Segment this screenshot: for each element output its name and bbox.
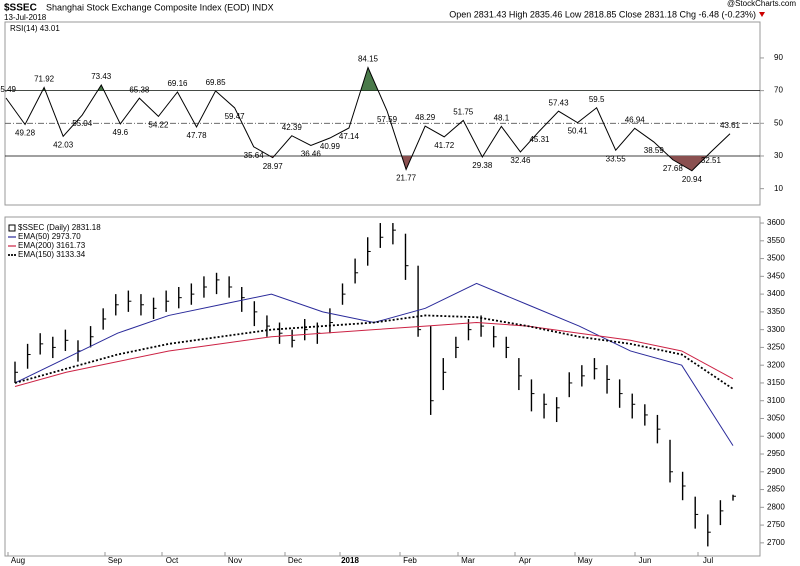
y-tick-label: 2700	[767, 538, 785, 547]
data-label: 57.43	[549, 98, 570, 107]
y-tick-label: 3600	[767, 218, 785, 227]
data-label: 46.94	[625, 115, 646, 124]
data-label: 42.03	[53, 140, 74, 149]
data-label: 29.38	[472, 161, 493, 170]
y-tick-label: 10	[774, 184, 783, 193]
data-label: 28.97	[263, 162, 284, 171]
x-tick-label: Jun	[639, 556, 652, 565]
data-label: 27.68	[663, 164, 684, 173]
y-tick-label: 3450	[767, 271, 785, 280]
legend-entry: $SSEC (Daily) 2831.18	[18, 223, 101, 232]
data-label: 54.22	[148, 121, 169, 130]
x-tick-label: Oct	[166, 556, 179, 565]
data-label: 50.41	[568, 127, 589, 136]
x-tick-label: Aug	[11, 556, 25, 565]
x-tick-label: Mar	[461, 556, 475, 565]
index-name: Shanghai Stock Exchange Composite Index …	[46, 2, 274, 12]
data-label: 42.39	[282, 123, 303, 132]
rsi-panel	[4, 21, 761, 206]
data-label: 32.46	[510, 156, 531, 165]
x-tick-label: Nov	[228, 556, 242, 565]
data-label: 51.75	[453, 108, 474, 117]
legend-entry: EMA(150) 3133.34	[18, 250, 86, 259]
y-tick-label: 90	[774, 53, 783, 62]
data-label: 84.15	[358, 55, 379, 64]
y-tick-label: 3300	[767, 325, 785, 334]
y-tick-label: 2800	[767, 502, 785, 511]
x-tick-label: Jul	[703, 556, 713, 565]
rsi-line	[5, 66, 731, 172]
data-label: 35.64	[244, 151, 265, 160]
down-arrow	[759, 12, 765, 17]
data-label: 48.29	[415, 113, 436, 122]
y-tick-label: 50	[774, 118, 783, 127]
y-tick-label: 3400	[767, 289, 785, 298]
data-label: 69.85	[206, 78, 227, 87]
data-label: 49.6	[113, 128, 129, 137]
y-tick-label: 70	[774, 86, 783, 95]
x-tick-label: Apr	[519, 556, 532, 565]
x-tick-label: May	[577, 556, 592, 565]
y-tick-label: 3350	[767, 307, 785, 316]
data-label: 59.47	[225, 112, 246, 121]
y-tick-label: 3200	[767, 360, 785, 369]
legend-entry: EMA(50) 2973.70	[18, 232, 81, 241]
x-tick-label: Sep	[108, 556, 123, 565]
y-tick-label: 2950	[767, 449, 785, 458]
data-label: 65.49	[0, 85, 17, 94]
x-tick-label: Feb	[403, 556, 417, 565]
y-tick-label: 3550	[767, 236, 785, 245]
data-label: 36.46	[301, 150, 322, 159]
overbought-fill	[6, 67, 730, 91]
y-tick-label: 3150	[767, 378, 785, 387]
y-tick-label: 2750	[767, 520, 785, 529]
panel-legend: RSI(14) 43.01	[10, 24, 60, 33]
data-label: 57.59	[377, 115, 398, 124]
data-label: 41.72	[434, 141, 455, 150]
data-label: 73.43	[91, 72, 112, 81]
quote: Open 2831.43 High 2835.46 Low 2818.85 Cl…	[449, 9, 756, 19]
date: 13-Jul-2018	[4, 13, 47, 22]
data-label: 69.16	[167, 79, 188, 88]
y-tick-label: 2900	[767, 467, 785, 476]
data-label: 38.59	[644, 146, 665, 155]
legend-entry: EMA(200) 3161.73	[18, 241, 86, 250]
data-label: 65.38	[129, 85, 150, 94]
data-label: 47.78	[187, 131, 208, 140]
y-tick-label: 2850	[767, 485, 785, 494]
data-label: 32.51	[701, 156, 722, 165]
data-label: 59.5	[589, 95, 605, 104]
y-tick-label: 3000	[767, 431, 785, 440]
ema-line	[14, 314, 734, 390]
y-tick-label: 3250	[767, 343, 785, 352]
x-tick-label: 2018	[341, 556, 359, 565]
x-tick-label: Dec	[288, 556, 302, 565]
data-label: 47.14	[339, 132, 360, 141]
symbol: $SSEC	[4, 3, 37, 14]
y-tick-label: 3050	[767, 414, 785, 423]
data-label: 40.99	[320, 142, 341, 151]
y-tick-label: 30	[774, 151, 783, 160]
data-label: 43.61	[720, 121, 741, 130]
data-label: 49.28	[15, 129, 36, 138]
y-tick-label: 3500	[767, 254, 785, 263]
data-label: 48.1	[494, 114, 510, 123]
ema-line	[14, 322, 734, 387]
watermark: @StockCharts.com	[727, 0, 796, 8]
y-tick-label: 3100	[767, 396, 785, 405]
price-panel	[4, 216, 761, 557]
legend-swatch	[8, 224, 16, 232]
data-label: 55.04	[72, 119, 93, 128]
data-label: 45.31	[529, 135, 550, 144]
data-label: 33.55	[606, 154, 627, 163]
data-label: 71.92	[34, 75, 55, 84]
data-label: 21.77	[396, 174, 417, 183]
data-label: 20.94	[682, 175, 703, 184]
